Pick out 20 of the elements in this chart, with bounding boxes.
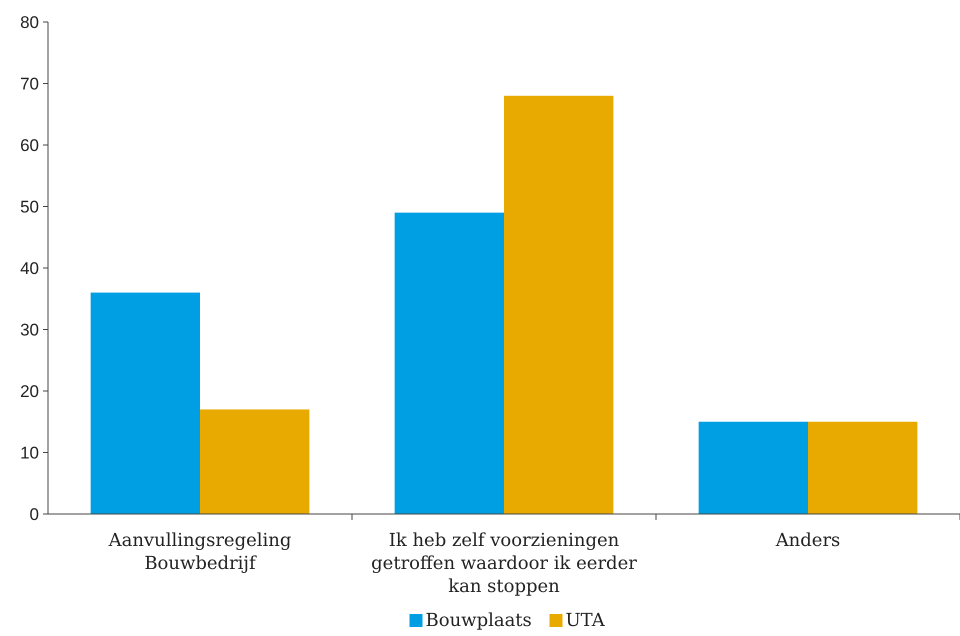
y-tick-label: 80 <box>20 12 39 32</box>
y-tick-label: 50 <box>20 197 39 216</box>
x-tick-label: Anders <box>774 530 840 551</box>
bar <box>808 422 918 514</box>
legend-label: Bouwplaats <box>426 610 532 631</box>
bar <box>200 409 310 514</box>
bar <box>504 96 614 514</box>
bar <box>698 422 808 514</box>
x-tick-label: Ik heb zelf voorzieningen getroffen waardoor ik eerder kan stoppen <box>371 530 638 597</box>
legend-label: UTA <box>566 610 606 631</box>
y-tick-label: 20 <box>20 382 39 401</box>
y-tick-label: 60 <box>20 136 39 155</box>
y-tick-label: 10 <box>20 443 39 462</box>
bar <box>394 212 504 514</box>
bar <box>90 292 200 514</box>
y-tick-label: 0 <box>30 504 39 524</box>
y-tick-label: 30 <box>20 320 39 340</box>
y-tick-label: 40 <box>20 258 39 278</box>
x-tick-label: Aanvullingsregeling Bouwbedrijf <box>108 530 292 574</box>
y-tick-label: 70 <box>20 74 39 94</box>
